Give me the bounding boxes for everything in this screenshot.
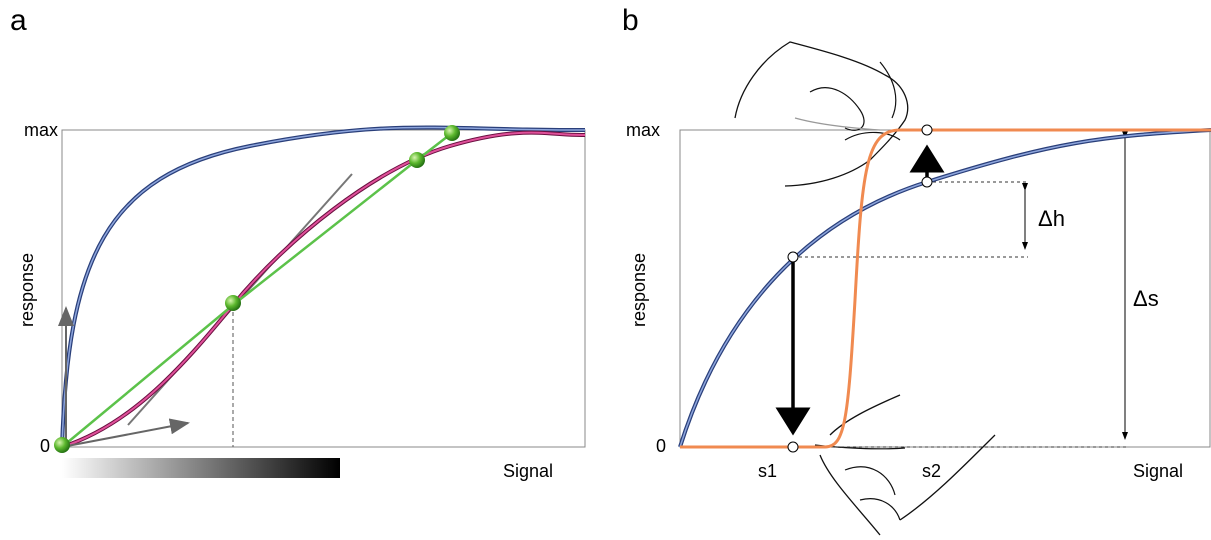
y-bottom-label: 0	[40, 436, 50, 456]
blue-curve-highlight	[61, 126, 586, 448]
hand-bottom	[819, 394, 996, 536]
signal-gradient	[62, 458, 340, 478]
blue-curve	[678, 128, 1211, 448]
panel-a: a max 0 response Signal	[10, 4, 586, 481]
point	[921, 176, 933, 188]
hand-top-detail	[809, 61, 901, 141]
y-axis-label: response	[17, 253, 37, 327]
orange-curve	[680, 128, 1211, 449]
x-axis-label: Signal	[1133, 461, 1183, 481]
hand-bottom-detail	[814, 444, 906, 521]
mark-label: s1	[758, 461, 777, 481]
green-point	[54, 437, 70, 453]
delta-s-label: Δs	[1133, 286, 1159, 311]
green-point	[225, 295, 241, 311]
delta-h-label: Δh	[1038, 206, 1065, 231]
plot-frame	[61, 129, 586, 448]
pink-curve-highlight	[61, 131, 586, 448]
mark-label: s2	[922, 461, 941, 481]
blue-curve	[60, 125, 586, 448]
point	[921, 124, 933, 136]
panel-label: b	[622, 4, 639, 37]
y-top-label: max	[626, 120, 660, 140]
panel-b: b max 0 response Signal s1 s2 Δh Δs	[622, 4, 1211, 536]
arrow	[61, 418, 190, 448]
green-point	[409, 152, 425, 168]
y-bottom-label: 0	[656, 436, 666, 456]
point	[787, 251, 799, 263]
green-line	[61, 132, 453, 448]
hand-top	[734, 41, 909, 187]
green-point	[444, 125, 460, 141]
y-axis-label: response	[629, 253, 649, 327]
hand-top-shadow	[794, 117, 881, 131]
y-top-label: max	[24, 120, 58, 140]
x-axis-label: Signal	[503, 461, 553, 481]
point	[787, 441, 799, 453]
pink-curve	[61, 130, 586, 449]
panel-label: a	[10, 4, 27, 37]
